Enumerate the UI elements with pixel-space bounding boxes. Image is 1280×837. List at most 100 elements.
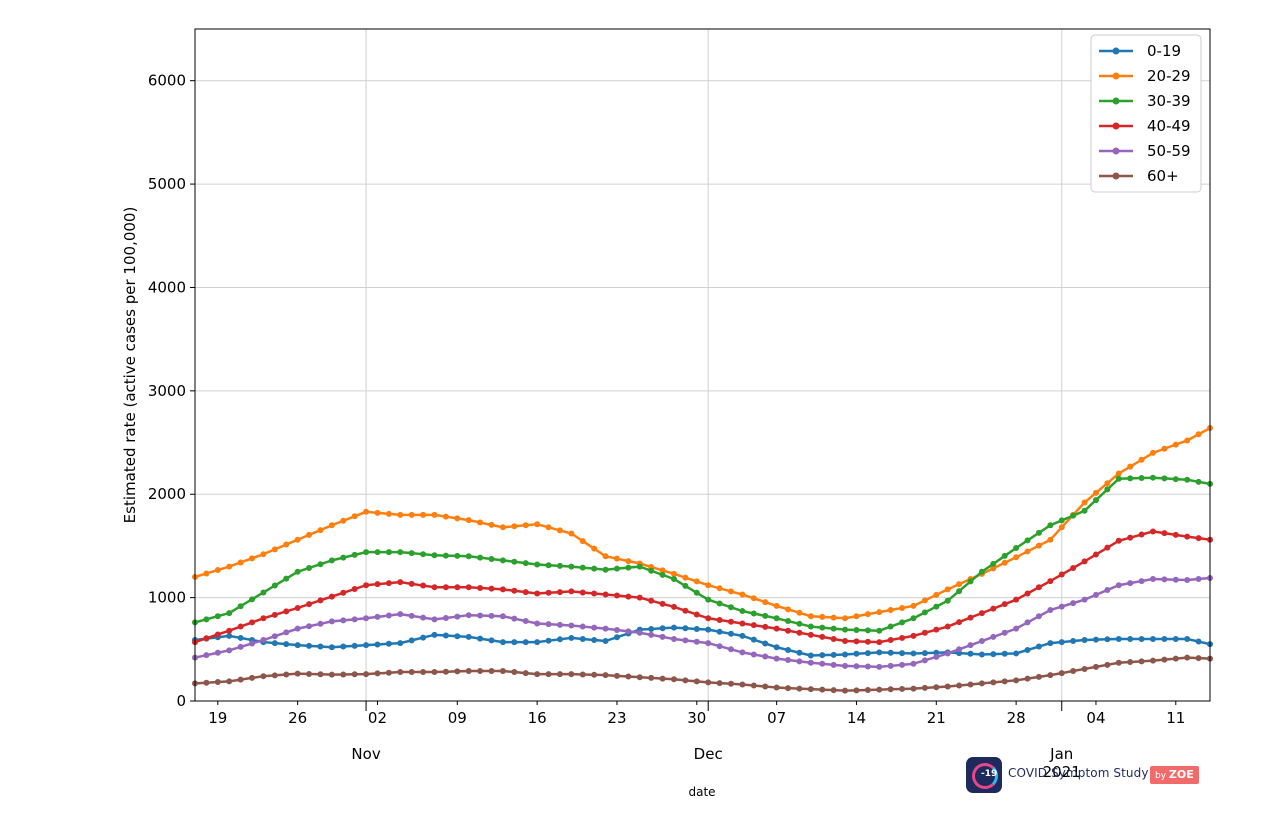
legend-swatch-marker	[1112, 122, 1120, 130]
data-point	[739, 649, 746, 656]
data-point	[214, 613, 221, 620]
data-point	[203, 679, 210, 686]
data-point	[374, 509, 381, 516]
series-60+	[192, 654, 1213, 694]
data-point	[705, 679, 712, 686]
data-point	[659, 675, 666, 682]
data-point	[670, 635, 677, 642]
data-point	[499, 639, 506, 646]
data-point	[1081, 596, 1088, 603]
data-point	[397, 669, 404, 676]
data-point	[385, 612, 392, 619]
data-point	[682, 677, 689, 684]
data-point	[842, 651, 849, 658]
data-point	[613, 555, 620, 562]
data-point	[842, 662, 849, 669]
data-point	[602, 553, 609, 560]
data-point	[967, 578, 974, 585]
data-point	[545, 637, 552, 644]
data-point	[545, 621, 552, 628]
data-point	[226, 632, 233, 639]
data-point	[899, 661, 906, 668]
data-point	[1092, 591, 1099, 598]
data-point	[853, 687, 860, 694]
data-point	[317, 597, 324, 604]
data-point	[887, 623, 894, 630]
data-point	[522, 560, 529, 567]
data-point	[477, 519, 484, 526]
data-point	[328, 618, 335, 625]
x-tick-label: 21	[927, 709, 946, 727]
data-point	[1001, 678, 1008, 685]
data-point	[956, 581, 963, 588]
data-point	[762, 640, 769, 647]
data-point	[579, 623, 586, 630]
data-point	[785, 656, 792, 663]
data-point	[1115, 537, 1122, 544]
data-point	[613, 565, 620, 572]
data-point	[796, 658, 803, 665]
data-point	[716, 628, 723, 635]
data-point	[340, 517, 347, 524]
brand-badge: by ZOE	[1150, 766, 1199, 784]
data-point	[363, 582, 370, 589]
data-point	[1195, 576, 1202, 583]
data-point	[1070, 668, 1077, 675]
data-point	[750, 682, 757, 689]
data-point	[545, 562, 552, 569]
data-point	[511, 615, 518, 622]
data-point	[1070, 564, 1077, 571]
data-point	[1184, 476, 1191, 483]
data-point	[1047, 607, 1054, 614]
y-axis-label: Estimated rate (active cases per 100,000…	[121, 207, 139, 524]
data-point	[317, 527, 324, 534]
data-point	[648, 674, 655, 681]
data-point	[431, 669, 438, 676]
data-point	[306, 642, 313, 649]
data-point	[1115, 470, 1122, 477]
data-point	[899, 619, 906, 626]
x-month-label: Jan	[1049, 745, 1073, 763]
data-point	[1127, 635, 1134, 642]
data-point	[568, 530, 575, 537]
data-point	[328, 644, 335, 651]
data-point	[226, 563, 233, 570]
data-point	[408, 612, 415, 619]
data-point	[1172, 531, 1179, 538]
data-point	[853, 663, 860, 670]
data-point	[351, 551, 358, 558]
data-point	[511, 558, 518, 565]
data-point	[716, 617, 723, 624]
data-point	[910, 615, 917, 622]
data-point	[214, 631, 221, 638]
data-point	[602, 591, 609, 598]
data-point	[271, 582, 278, 589]
data-point	[1161, 635, 1168, 642]
legend-label: 20-29	[1147, 67, 1191, 85]
data-point	[807, 652, 814, 659]
data-point	[260, 589, 267, 596]
data-point	[921, 597, 928, 604]
data-point	[283, 671, 290, 678]
x-tick-label: 23	[607, 709, 626, 727]
data-point	[1035, 673, 1042, 680]
data-point	[1149, 657, 1156, 664]
data-point	[864, 650, 871, 657]
data-point	[762, 683, 769, 690]
data-point	[842, 615, 849, 622]
data-point	[773, 655, 780, 662]
data-point	[785, 647, 792, 653]
data-point	[648, 631, 655, 638]
data-point	[1070, 600, 1077, 607]
data-point	[659, 567, 666, 574]
legend-swatch-marker	[1112, 147, 1120, 155]
data-point	[670, 676, 677, 683]
data-point	[556, 589, 563, 596]
data-point	[1081, 558, 1088, 565]
data-point	[237, 603, 244, 610]
data-point	[785, 685, 792, 692]
data-point	[363, 549, 370, 556]
data-point	[1081, 507, 1088, 514]
data-point	[956, 682, 963, 689]
